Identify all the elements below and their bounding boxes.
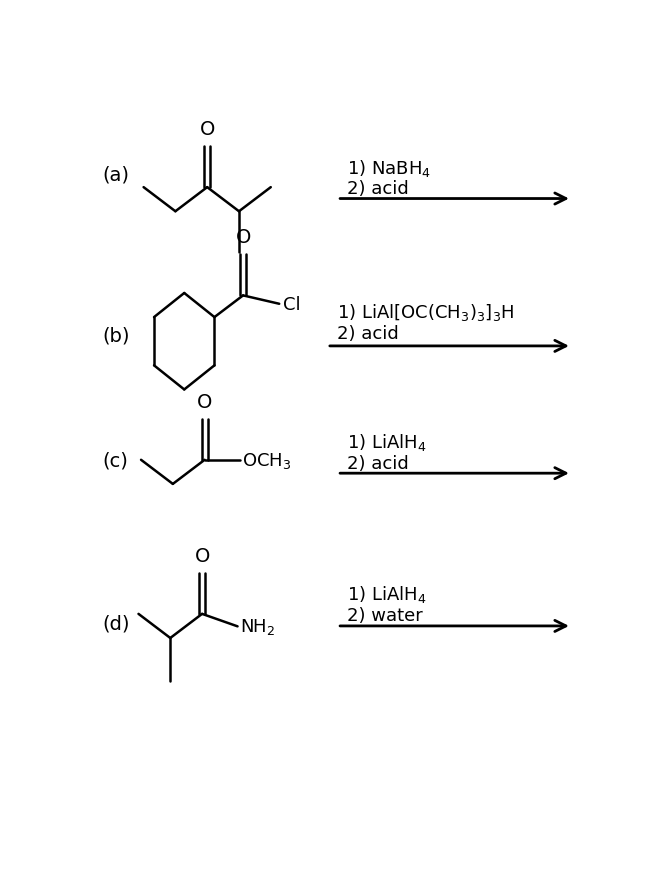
- Text: (a): (a): [103, 165, 130, 184]
- Text: O: O: [197, 392, 213, 411]
- Text: O: O: [199, 120, 215, 139]
- Text: 1) LiAl[OC(CH$_3$)$_3$]$_3$H: 1) LiAl[OC(CH$_3$)$_3$]$_3$H: [338, 302, 515, 322]
- Text: Cl: Cl: [284, 295, 301, 314]
- Text: 2) water: 2) water: [347, 607, 423, 625]
- Text: 1) NaBH$_4$: 1) NaBH$_4$: [347, 157, 432, 178]
- Text: 2) acid: 2) acid: [338, 324, 399, 342]
- Text: (b): (b): [103, 326, 130, 345]
- Text: (c): (c): [103, 451, 128, 470]
- Text: 1) LiAlH$_4$: 1) LiAlH$_4$: [347, 432, 427, 453]
- Text: O: O: [194, 547, 210, 565]
- Text: 2) acid: 2) acid: [347, 454, 409, 473]
- Text: O: O: [236, 228, 251, 247]
- Text: NH$_2$: NH$_2$: [240, 617, 276, 637]
- Text: (d): (d): [103, 614, 130, 633]
- Text: 2) acid: 2) acid: [347, 180, 409, 198]
- Text: 1) LiAlH$_4$: 1) LiAlH$_4$: [347, 584, 427, 605]
- Text: OCH$_3$: OCH$_3$: [242, 450, 291, 470]
